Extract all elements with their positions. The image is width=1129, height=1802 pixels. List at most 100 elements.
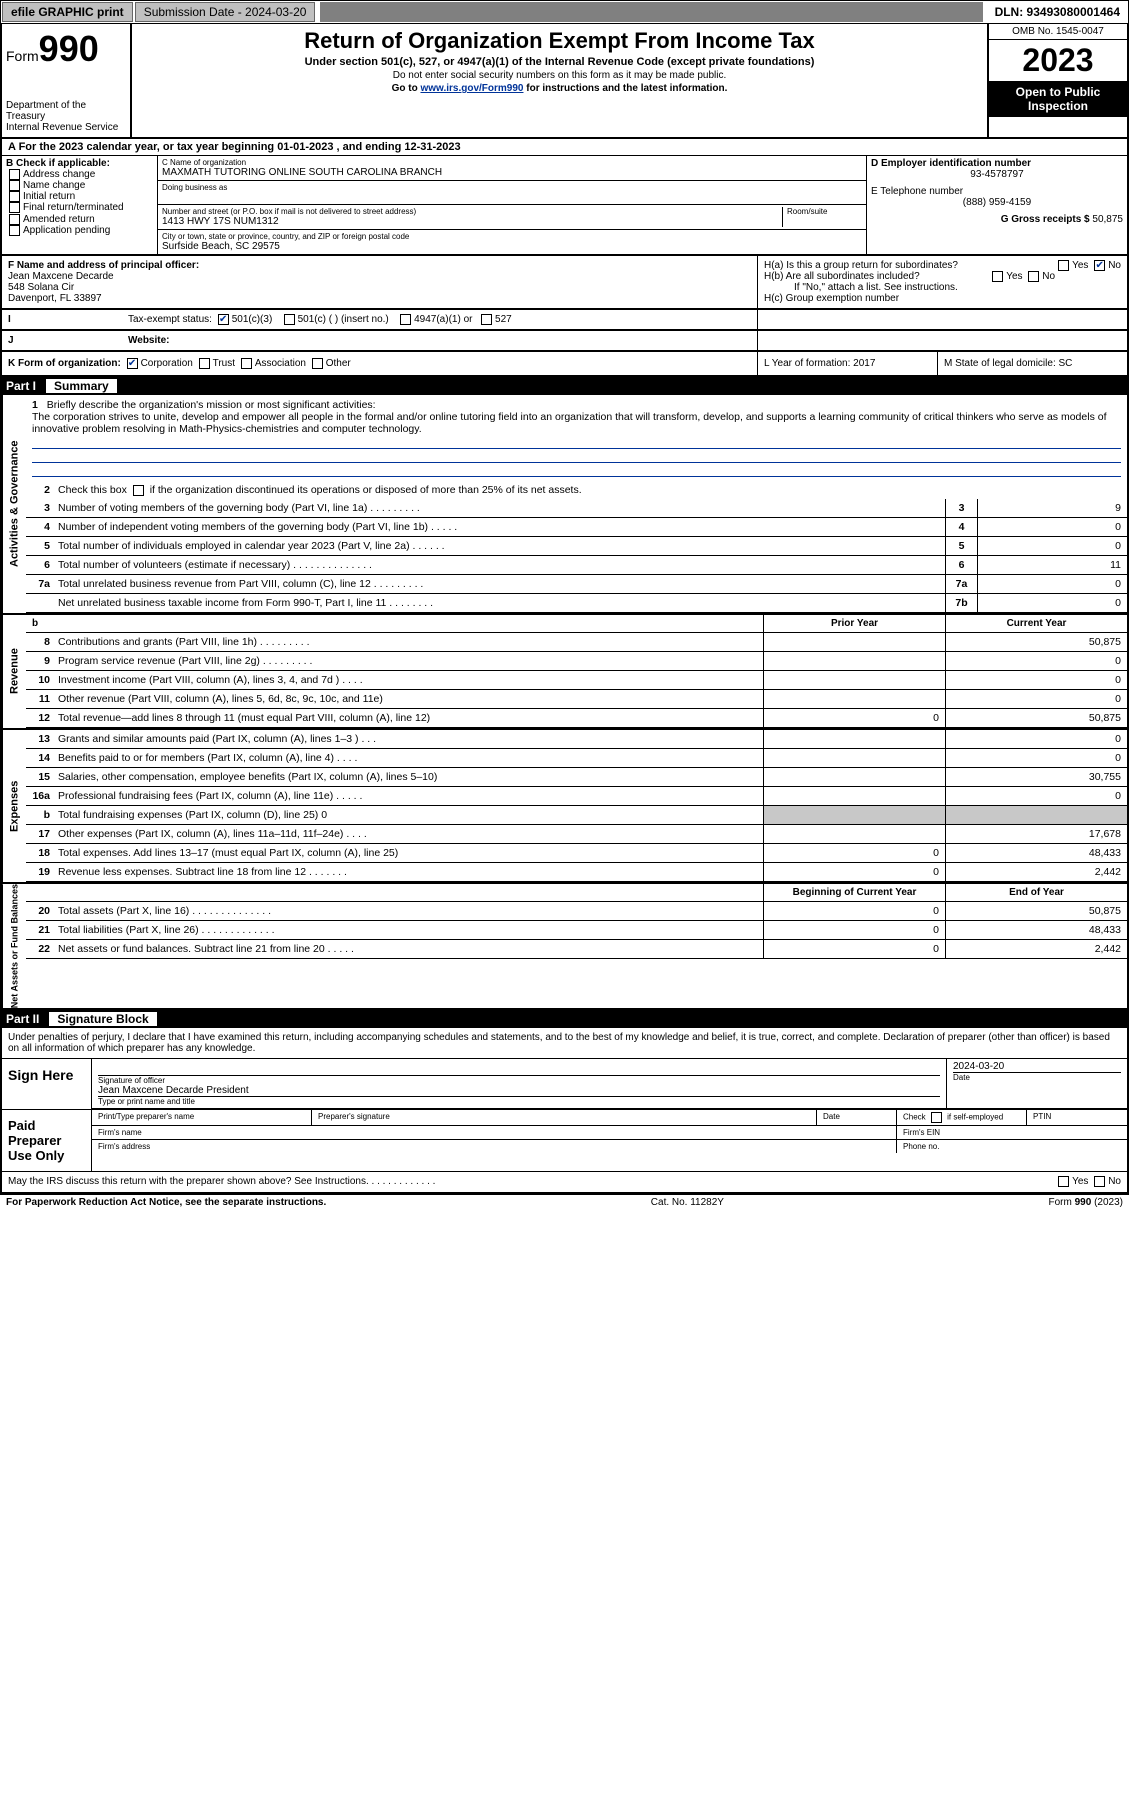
omb-number: OMB No. 1545-0047 [989, 24, 1127, 40]
row-num: 12 [26, 709, 54, 727]
line2-text2: if the organization discontinued its ope… [147, 484, 582, 496]
prior-val [763, 633, 945, 651]
current-val: 0 [945, 730, 1127, 748]
current-val [945, 806, 1127, 824]
gov-row: 5 Total number of individuals employed i… [26, 537, 1127, 556]
data-row: 10 Investment income (Part VIII, column … [26, 671, 1127, 690]
cb-501c[interactable] [284, 314, 295, 325]
cb-527[interactable] [481, 314, 492, 325]
row-text: Other revenue (Part VIII, column (A), li… [54, 690, 763, 708]
discuss-no-cb[interactable] [1094, 1176, 1105, 1187]
ha-no-cb[interactable] [1094, 260, 1105, 271]
state-domicile: M State of legal domicile: SC [937, 352, 1127, 375]
rev-head: b Prior Year Current Year [26, 615, 1127, 633]
prior-val [763, 749, 945, 767]
row-i: I Tax-exempt status: 501(c)(3) 501(c) ( … [0, 310, 1129, 331]
prior-val [763, 690, 945, 708]
cb-name-change[interactable]: Name change [6, 180, 153, 191]
sign-here-row: Sign Here Signature of officer Jean Maxc… [2, 1058, 1127, 1109]
cb-trust[interactable] [199, 358, 210, 369]
row-text: Total number of volunteers (estimate if … [54, 556, 945, 574]
cb-4947[interactable] [400, 314, 411, 325]
e-phone-row: E Telephone number (888) 959-4159 [871, 186, 1123, 208]
net-head: Beginning of Current Year End of Year [26, 884, 1127, 902]
cb-application-pending[interactable]: Application pending [6, 225, 153, 236]
ha-label: H(a) Is this a group return for subordin… [764, 260, 958, 271]
prior-val: 0 [763, 844, 945, 862]
dba-label: Doing business as [162, 183, 862, 192]
prior-val [763, 787, 945, 805]
website-label: Website: [128, 335, 170, 346]
sig-officer-label: Signature of officer [98, 1075, 940, 1085]
row-num [26, 594, 54, 612]
prior-val: 0 [763, 921, 945, 939]
row-text: Total fundraising expenses (Part IX, col… [54, 806, 763, 824]
part1-header: Part I Summary [0, 377, 1129, 395]
data-row: b Total fundraising expenses (Part IX, c… [26, 806, 1127, 825]
phone-value: (888) 959-4159 [871, 197, 1123, 208]
print-name-label: Print/Type preparer's name [92, 1110, 312, 1125]
data-row: 19 Revenue less expenses. Subtract line … [26, 863, 1127, 882]
firm-addr-label: Firm's address [92, 1140, 897, 1153]
ha-row: H(a) Is this a group return for subordin… [764, 260, 1121, 271]
row-text: Total number of individuals employed in … [54, 537, 945, 555]
prior-val [763, 652, 945, 670]
form-header: Form990 Department of the Treasury Inter… [0, 24, 1129, 139]
irs-link[interactable]: www.irs.gov/Form990 [420, 83, 523, 94]
irs-label: Internal Revenue Service [6, 122, 126, 133]
cb-initial-return[interactable]: Initial return [6, 191, 153, 202]
prior-val: 0 [763, 902, 945, 920]
declaration-text: Under penalties of perjury, I declare th… [2, 1028, 1127, 1058]
city-label: City or town, state or province, country… [162, 232, 862, 241]
row-box: 5 [945, 537, 977, 555]
cb-501c3[interactable] [218, 314, 229, 325]
row-num: 14 [26, 749, 54, 767]
current-year-head: Current Year [945, 615, 1127, 632]
col-c: C Name of organization MAXMATH TUTORING … [157, 156, 867, 254]
cb-corp[interactable] [127, 358, 138, 369]
data-row: 9 Program service revenue (Part VIII, li… [26, 652, 1127, 671]
data-row: 15 Salaries, other compensation, employe… [26, 768, 1127, 787]
prep-sig-label: Preparer's signature [312, 1110, 817, 1125]
goto-note: Go to www.irs.gov/Form990 for instructio… [136, 83, 983, 94]
year-formation: L Year of formation: 2017 [757, 352, 937, 375]
discuss-yes-cb[interactable] [1058, 1176, 1069, 1187]
row-box: 3 [945, 499, 977, 517]
hb-yes-cb[interactable] [992, 271, 1003, 282]
col-b: B Check if applicable: Address change Na… [2, 156, 157, 254]
f-officer: F Name and address of principal officer:… [2, 256, 757, 308]
cb-other[interactable] [312, 358, 323, 369]
gross-receipts: 50,875 [1092, 214, 1123, 225]
row-num: 19 [26, 863, 54, 881]
current-val: 0 [945, 671, 1127, 689]
data-row: 18 Total expenses. Add lines 13–17 (must… [26, 844, 1127, 863]
k-form-org: K Form of organization: Corporation Trus… [2, 352, 757, 375]
efile-print-button[interactable]: efile GRAPHIC print [2, 2, 133, 22]
cb-assoc[interactable] [241, 358, 252, 369]
row-num: 9 [26, 652, 54, 670]
row-num: 22 [26, 940, 54, 958]
cb-final-return[interactable]: Final return/terminated [6, 202, 153, 213]
current-val: 50,875 [945, 902, 1127, 920]
current-val: 2,442 [945, 863, 1127, 881]
row-text: Salaries, other compensation, employee b… [54, 768, 763, 786]
row-text: Net unrelated business taxable income fr… [54, 594, 945, 612]
row-num: 17 [26, 825, 54, 843]
hb-no-cb[interactable] [1028, 271, 1039, 282]
submission-date: Submission Date - 2024-03-20 [135, 2, 316, 22]
data-row: 22 Net assets or fund balances. Subtract… [26, 940, 1127, 959]
cb-discontinued[interactable] [133, 485, 144, 496]
type-name-label: Type or print name and title [98, 1096, 940, 1106]
cb-self-employed[interactable] [931, 1112, 942, 1123]
part2-num: Part II [6, 1012, 49, 1026]
end-year-head: End of Year [945, 884, 1127, 901]
c-name-cell: C Name of organization MAXMATH TUTORING … [158, 156, 866, 181]
data-row: 14 Benefits paid to or for members (Part… [26, 749, 1127, 768]
cb-amended[interactable]: Amended return [6, 214, 153, 225]
ha-yes-cb[interactable] [1058, 260, 1069, 271]
d-ein-row: D Employer identification number 93-4578… [871, 158, 1123, 180]
col-d: D Employer identification number 93-4578… [867, 156, 1127, 254]
prior-val [763, 730, 945, 748]
cb-address-change[interactable]: Address change [6, 169, 153, 180]
hb-row: H(b) Are all subordinates included? Yes … [764, 271, 1121, 282]
